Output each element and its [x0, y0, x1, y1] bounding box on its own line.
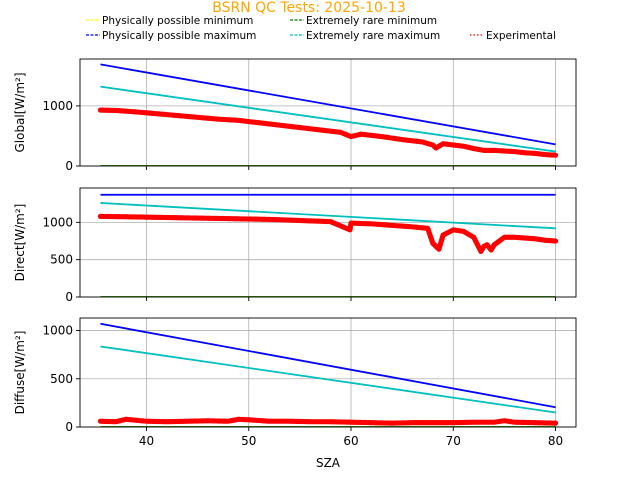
series-experimental: [97, 416, 559, 426]
extremely-rare-maximum-line: [100, 202, 556, 230]
physically-possible-maximum-line: [100, 63, 556, 146]
x-tick-label: 70: [446, 434, 461, 448]
legend-label: Extremely rare maximum: [306, 30, 440, 42]
physically-possible-maximum-line: [100, 322, 556, 409]
experimental-point: [552, 420, 559, 426]
y-tick-label: 500: [50, 372, 73, 386]
series-experimental: [97, 107, 559, 158]
x-tick-label: 40: [139, 434, 154, 448]
series-group: [97, 63, 559, 166]
y-tick-label: 0: [65, 159, 73, 173]
panel-3: 0 500 1000 40 50 60 70 80 Diffuse[W/m²]: [13, 317, 577, 448]
panel-2: 0 500 1000 Direct[W/m²]: [13, 187, 577, 304]
chart-title: BSRN QC Tests: 2025-10-13: [212, 0, 406, 16]
x-tick-label: 60: [343, 434, 358, 448]
legend: Physically possible minimum Physically po…: [86, 15, 556, 42]
experimental-point: [552, 152, 559, 158]
y-tick-label: 0: [65, 420, 73, 434]
panel-1: 0 1000 Global[W/m²]: [13, 58, 577, 173]
extremely-rare-maximum-line: [100, 345, 556, 414]
axes-frame: [79, 187, 577, 298]
x-tick-label: 80: [548, 434, 563, 448]
experimental-point: [552, 238, 559, 244]
axes-frame: [79, 317, 577, 428]
legend-label: Extremely rare minimum: [306, 15, 437, 27]
y-axis-label: Global[W/m²]: [13, 72, 27, 152]
series-experimental: [97, 213, 559, 255]
x-axis-label: SZA: [316, 456, 341, 470]
y-tick-label: 500: [50, 253, 73, 267]
plot-panels: 0 1000 Global[W/m²] 0 500 1000 Direct[W/m²] 0 50…: [13, 58, 577, 448]
y-axis-label: Direct[W/m²]: [13, 204, 27, 282]
y-tick-label: 1000: [42, 324, 73, 338]
y-tick-label: 0: [65, 290, 73, 304]
y-axis-label: Diffuse[W/m²]: [13, 331, 27, 415]
y-tick-label: 1000: [42, 99, 73, 113]
legend-label: Experimental: [486, 30, 556, 42]
x-tick-label: 50: [241, 434, 256, 448]
y-tick-label: 1000: [42, 215, 73, 229]
extremely-rare-maximum-line: [100, 85, 556, 153]
legend-label: Physically possible minimum: [102, 15, 253, 27]
legend-label: Physically possible maximum: [102, 30, 256, 42]
series-group: [97, 193, 559, 297]
axes-frame: [79, 58, 577, 167]
series-group: [97, 322, 559, 427]
